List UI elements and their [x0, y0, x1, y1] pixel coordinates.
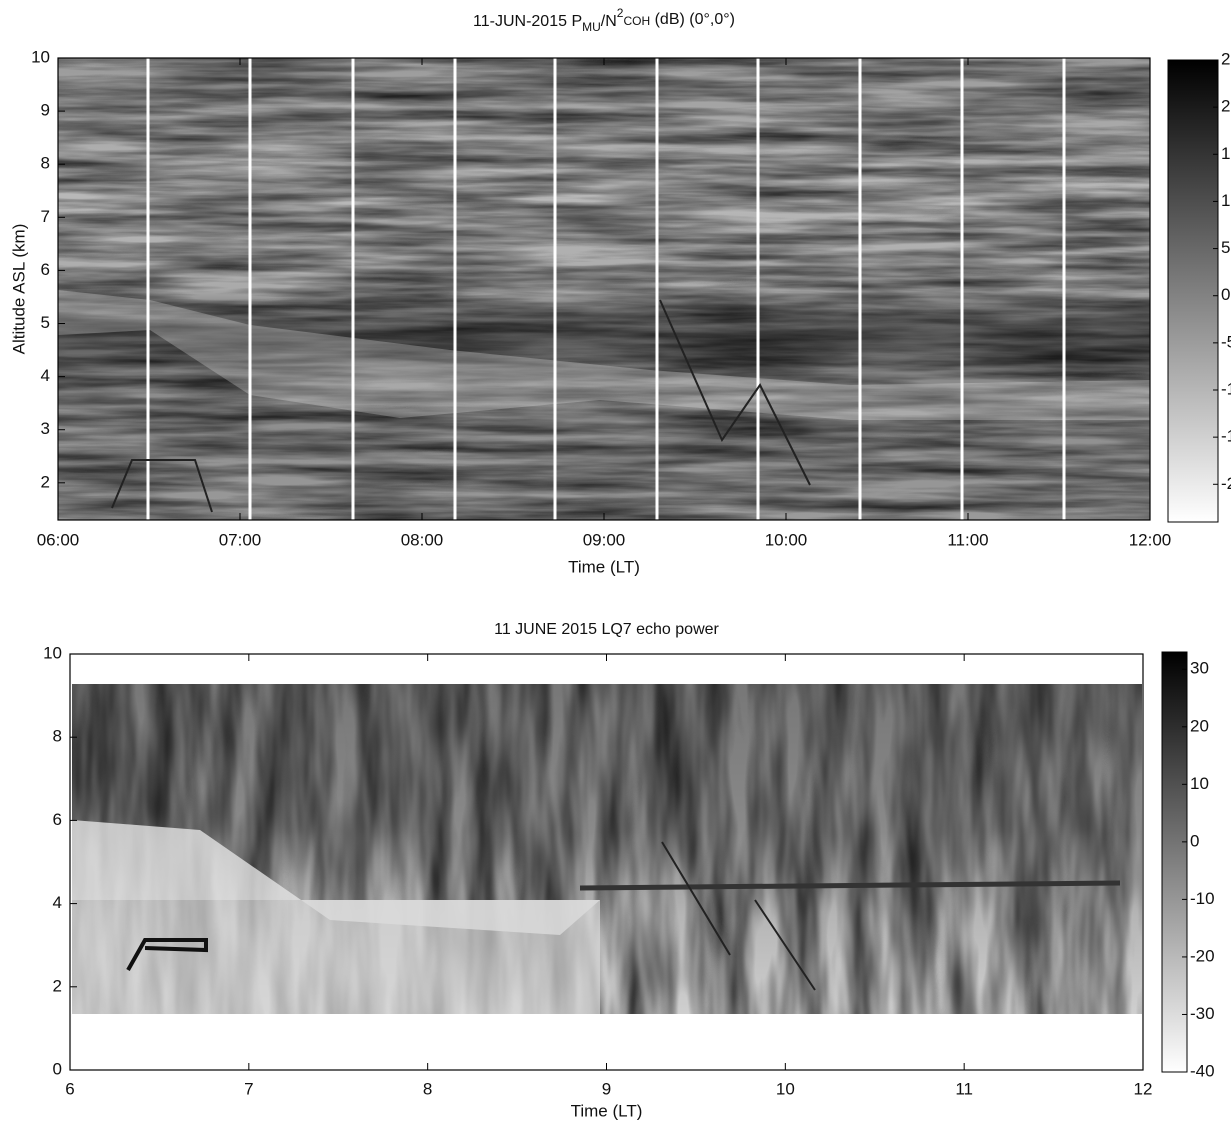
colorbar	[1161, 651, 1188, 1073]
colorbar-tick-label: -10	[1221, 379, 1231, 398]
colorbar	[1167, 59, 1219, 523]
x-tick-label: 08:00	[401, 530, 444, 549]
x-tick-label: 07:00	[219, 530, 262, 549]
colorbar-tick-label: 20	[1190, 716, 1209, 735]
y-axis-label: Altitude ASL (km)	[9, 224, 28, 355]
y-tick-label: 4	[53, 893, 62, 912]
colorbar-tick-label: 10	[1221, 191, 1231, 210]
colorbar-tick-label: -5	[1221, 332, 1231, 351]
x-tick-label: 10	[776, 1079, 795, 1098]
y-tick-label: 10	[31, 47, 50, 66]
y-tick-label: 2	[53, 976, 62, 995]
x-tick-label: 10:00	[765, 530, 808, 549]
colorbar-tick-label: 20	[1221, 97, 1231, 116]
y-tick-label: 6	[41, 260, 50, 279]
x-tick-label: 11	[955, 1079, 973, 1098]
x-tick-label: 6	[65, 1079, 74, 1098]
colorbar-tick-label: 15	[1221, 144, 1231, 163]
x-tick-label: 11:00	[947, 530, 988, 549]
y-tick-label: 4	[41, 366, 50, 385]
colorbar-tick-label: -15	[1221, 427, 1231, 446]
y-tick-label: 6	[53, 810, 62, 829]
colorbar-tick-label: 25	[1221, 49, 1231, 68]
colorbar-tick-label: 10	[1190, 774, 1209, 793]
colorbar-tick-label: 0	[1221, 285, 1230, 304]
colorbar-tick-label: 0	[1190, 831, 1199, 850]
y-tick-label: 3	[41, 419, 50, 438]
y-tick-label: 7	[41, 207, 50, 226]
x-axis-label: Time (LT)	[571, 1101, 643, 1120]
x-tick-label: 12:00	[1129, 530, 1172, 549]
title-part: 11-JUN-2015 P	[473, 13, 582, 30]
x-tick-label: 7	[244, 1079, 253, 1098]
y-tick-label: 8	[53, 727, 62, 746]
panel-2-image	[72, 684, 1142, 1014]
chart-title: 11 JUNE 2015 LQ7 echo power	[494, 621, 719, 638]
title-part: (dB) (0°,0°)	[650, 11, 735, 28]
y-tick-label: 9	[41, 101, 50, 120]
y-tick-label: 8	[41, 154, 50, 173]
y-tick-label: 0	[53, 1059, 62, 1078]
panel-1-image	[58, 58, 1150, 520]
chart-title: 11-JUN-2015 PMU/N2COH (dB) (0°,0°)	[473, 6, 735, 34]
colorbar-tick-label: -20	[1190, 946, 1215, 965]
x-tick-label: 12	[1134, 1079, 1153, 1098]
title-part: COH	[623, 14, 650, 28]
y-tick-label: 5	[41, 313, 50, 332]
x-tick-label: 09:00	[583, 530, 626, 549]
y-tick-label: 2	[41, 472, 50, 491]
colorbar-tick-label: -20	[1221, 474, 1231, 493]
x-axis-label: Time (LT)	[568, 557, 640, 576]
colorbar-tick-label: 30	[1190, 659, 1209, 678]
x-tick-label: 9	[602, 1079, 611, 1098]
title-part: /N	[601, 13, 617, 30]
x-tick-label: 8	[423, 1079, 432, 1098]
x-tick-label: 06:00	[37, 530, 80, 549]
title-part: 2	[617, 6, 624, 20]
y-tick-label: 10	[43, 643, 62, 662]
title-part: MU	[582, 20, 601, 34]
colorbar-tick-label: -30	[1190, 1004, 1215, 1023]
colorbar-tick-label: 5	[1221, 238, 1230, 257]
colorbar-tick-label: -40	[1190, 1061, 1215, 1080]
colorbar-tick-label: -10	[1190, 889, 1215, 908]
